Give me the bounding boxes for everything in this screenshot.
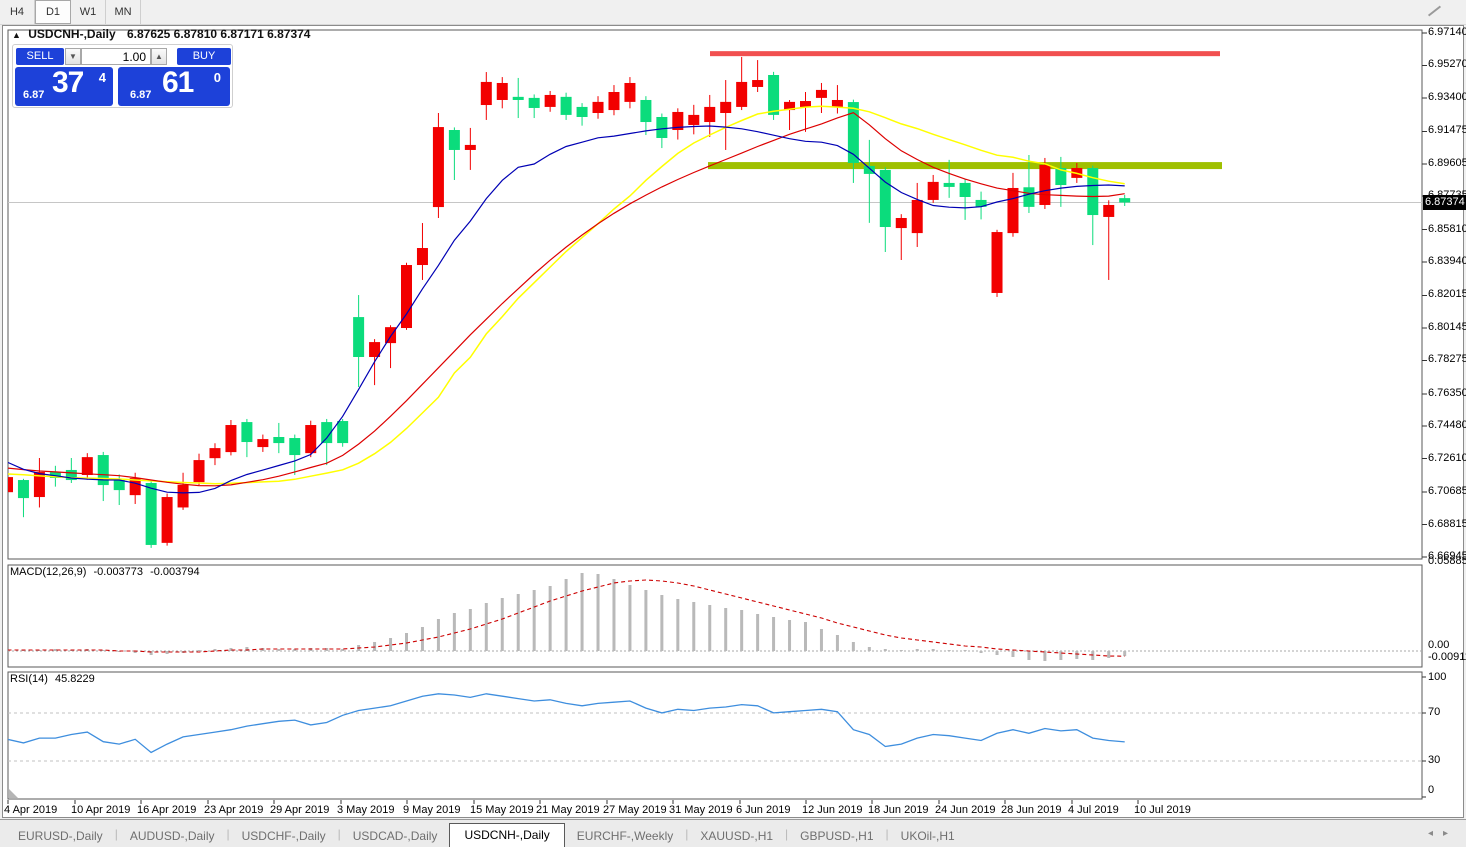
tab-separator: | <box>226 827 230 841</box>
sell-button[interactable]: SELL <box>16 48 64 65</box>
volume-input[interactable] <box>81 48 151 65</box>
tab-eurchf-weekly[interactable]: EURCHF-,Weekly <box>576 829 674 843</box>
macd-indicator-label: MACD(12,26,9) -0.003773 -0.003794 <box>10 566 200 578</box>
tab-usdchf-daily[interactable]: USDCHF-,Daily <box>241 829 326 843</box>
ask-price-prefix: 6.87 <box>130 89 152 101</box>
tab-audusd-daily[interactable]: AUDUSD-,Daily <box>129 829 215 843</box>
volume-increase-button[interactable]: ▲ <box>151 48 167 65</box>
timeframe-button-mn[interactable]: MN <box>106 0 141 24</box>
ask-price-big: 61 <box>162 66 194 99</box>
tabs-scroll-left-icon[interactable]: ◂ <box>1427 828 1443 839</box>
bid-price-prefix: 6.87 <box>23 89 45 101</box>
buy-button[interactable]: BUY <box>177 48 231 65</box>
ohlc-values: 6.87625 6.87810 6.87171 6.87374 <box>126 27 311 41</box>
timeframe-toolbar: H4 D1 W1 MN <box>0 0 1466 25</box>
tabs-scroll-right-icon[interactable]: ▸ <box>1442 828 1458 839</box>
tab-xauusd-h1[interactable]: XAUUSD-,H1 <box>700 829 774 843</box>
volume-decrease-button[interactable]: ▼ <box>65 48 81 65</box>
tab-gbpusd-h1[interactable]: GBPUSD-,H1 <box>800 829 874 843</box>
symbol-name: USDCNH-,Daily <box>28 27 116 41</box>
timeframe-button-h4[interactable]: H4 <box>0 0 35 24</box>
chart-title: ▲ USDCNH-,Daily 6.87625 6.87810 6.87171 … <box>12 27 310 41</box>
chart-tab-strip: EURUSD-,Daily | AUDUSD-,Daily | USDCHF-,Dail… <box>0 819 1466 847</box>
bid-price-sup: 4 <box>98 70 106 85</box>
timeframe-button-d1[interactable]: D1 <box>35 0 71 24</box>
pane-resize-grip[interactable] <box>9 789 18 798</box>
tab-separator: | <box>885 827 889 841</box>
rsi-indicator-label: RSI(14) 45.8229 <box>10 673 95 685</box>
ask-price-tile[interactable]: 6.87 61 0 <box>118 66 230 106</box>
current-price-tag: 6.87374 <box>1423 194 1466 210</box>
chart-window[interactable] <box>2 25 1464 818</box>
symbol-collapse-icon[interactable]: ▲ <box>12 30 21 40</box>
tab-separator: | <box>685 827 689 841</box>
one-click-trading-panel: SELL ▼ ▲ BUY 6.87 37 4 6.87 61 0 <box>12 44 233 108</box>
tab-ukoil-h1[interactable]: UKOil-,H1 <box>900 829 955 843</box>
tab-eurusd-daily[interactable]: EURUSD-,Daily <box>18 829 103 843</box>
tab-usdcad-daily[interactable]: USDCAD-,Daily <box>352 829 438 843</box>
bid-price-tile[interactable]: 6.87 37 4 <box>15 66 113 106</box>
tab-separator: | <box>337 827 341 841</box>
bid-price-big: 37 <box>52 66 84 99</box>
timeframe-button-w1[interactable]: W1 <box>71 0 106 24</box>
tab-separator: | <box>114 827 118 841</box>
ask-price-sup: 0 <box>213 70 221 85</box>
tab-usdcnh-daily[interactable]: USDCNH-,Daily <box>449 823 565 847</box>
tab-separator: | <box>785 827 789 841</box>
